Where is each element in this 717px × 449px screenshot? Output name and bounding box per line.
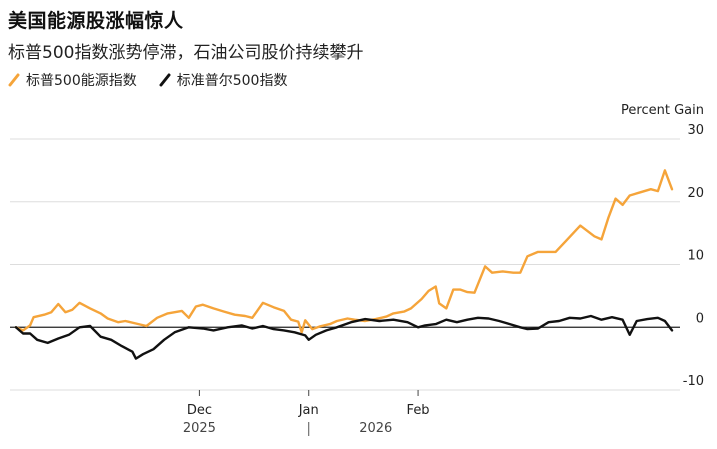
x-year-label: 2025: [183, 421, 216, 436]
series-line-sp500: [14, 314, 674, 360]
y-tick-label: 20: [687, 186, 704, 201]
y-tick-label: 0: [696, 311, 704, 326]
chart-subtitle: 标普500指数涨势停滞，石油公司股价持续攀升: [8, 43, 364, 63]
legend-item-sp500: 标准普尔500指数: [159, 70, 288, 90]
y-tick-label: -10: [683, 374, 704, 389]
y-tick-label: 10: [687, 249, 704, 264]
legend-item-energy: 标普500能源指数: [8, 70, 137, 90]
legend-swatch-energy: [8, 73, 20, 87]
x-tick-label: Jan: [298, 403, 319, 418]
y-tick-label: 30: [687, 123, 704, 138]
legend: 标普500能源指数 标准普尔500指数: [8, 70, 287, 90]
series-line-energy: [14, 169, 674, 334]
y-axis-label: Percent Gain: [621, 103, 704, 118]
legend-label-sp500: 标准普尔500指数: [176, 73, 288, 89]
legend-swatch-sp500: [159, 73, 171, 87]
legend-label-energy: 标普500能源指数: [26, 73, 137, 89]
x-tick-label: Feb: [407, 403, 430, 418]
chart-title: 美国能源股涨幅惊人: [8, 10, 184, 32]
x-tick-label: Dec: [187, 403, 212, 418]
x-year-label: 2026: [359, 421, 392, 436]
